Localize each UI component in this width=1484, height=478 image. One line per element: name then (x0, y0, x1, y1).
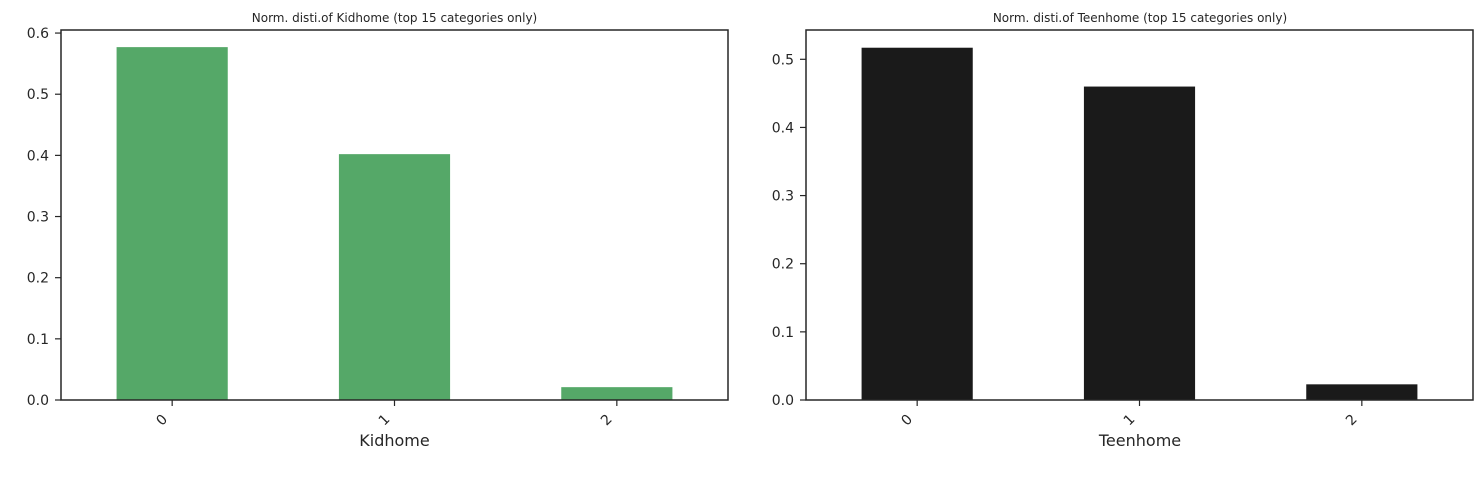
plot-frame (805, 29, 1474, 401)
y-tick-label: 0.2 (772, 257, 794, 273)
plot-frame (60, 29, 729, 401)
bar-0 (861, 47, 973, 400)
y-axis-ticks: 0.0 0.1 0.2 0.3 0.4 0.5 (772, 52, 806, 409)
x-axis-ticks: 0 1 2 (153, 400, 618, 430)
y-tick-label: 0.6 (27, 26, 49, 42)
bar-group (861, 47, 1418, 401)
y-tick-label: 0.0 (772, 393, 794, 409)
y-axis-ticks: 0.0 0.1 0.2 0.3 0.4 0.5 0.6 (27, 26, 61, 409)
bar-group (116, 47, 673, 401)
y-tick-label: 0.5 (27, 87, 49, 103)
x-tick-label: 2 (1343, 412, 1361, 430)
chart-title: Norm. disti.of Kidhome (top 15 categorie… (252, 11, 537, 25)
y-tick-label: 0.4 (772, 120, 794, 136)
bar-2 (1306, 384, 1418, 400)
bar-1 (1083, 86, 1196, 401)
y-tick-label: 0.2 (27, 271, 49, 287)
y-tick-label: 0.3 (772, 189, 794, 205)
y-tick-label: 0.5 (772, 52, 794, 68)
kidhome-chart: Norm. disti.of Kidhome (top 15 categorie… (27, 11, 729, 450)
bar-1 (338, 154, 451, 400)
y-tick-label: 0.1 (27, 332, 49, 348)
x-tick-label: 2 (598, 412, 616, 430)
x-axis-label: Teenhome (1098, 431, 1181, 450)
x-tick-label: 0 (153, 412, 171, 430)
y-tick-label: 0.4 (27, 148, 49, 164)
teenhome-chart: Norm. disti.of Teenhome (top 15 categori… (772, 11, 1474, 450)
x-tick-label: 0 (898, 412, 916, 430)
y-tick-label: 0.1 (772, 325, 794, 341)
x-axis-ticks: 0 1 2 (898, 400, 1363, 430)
y-tick-label: 0.0 (27, 393, 49, 409)
x-tick-label: 1 (376, 412, 394, 430)
chart-title: Norm. disti.of Teenhome (top 15 categori… (993, 11, 1287, 25)
bar-2 (561, 387, 673, 400)
y-tick-label: 0.3 (27, 210, 49, 226)
bar-0 (116, 47, 228, 401)
x-tick-label: 1 (1121, 412, 1139, 430)
x-axis-label: Kidhome (359, 431, 429, 450)
